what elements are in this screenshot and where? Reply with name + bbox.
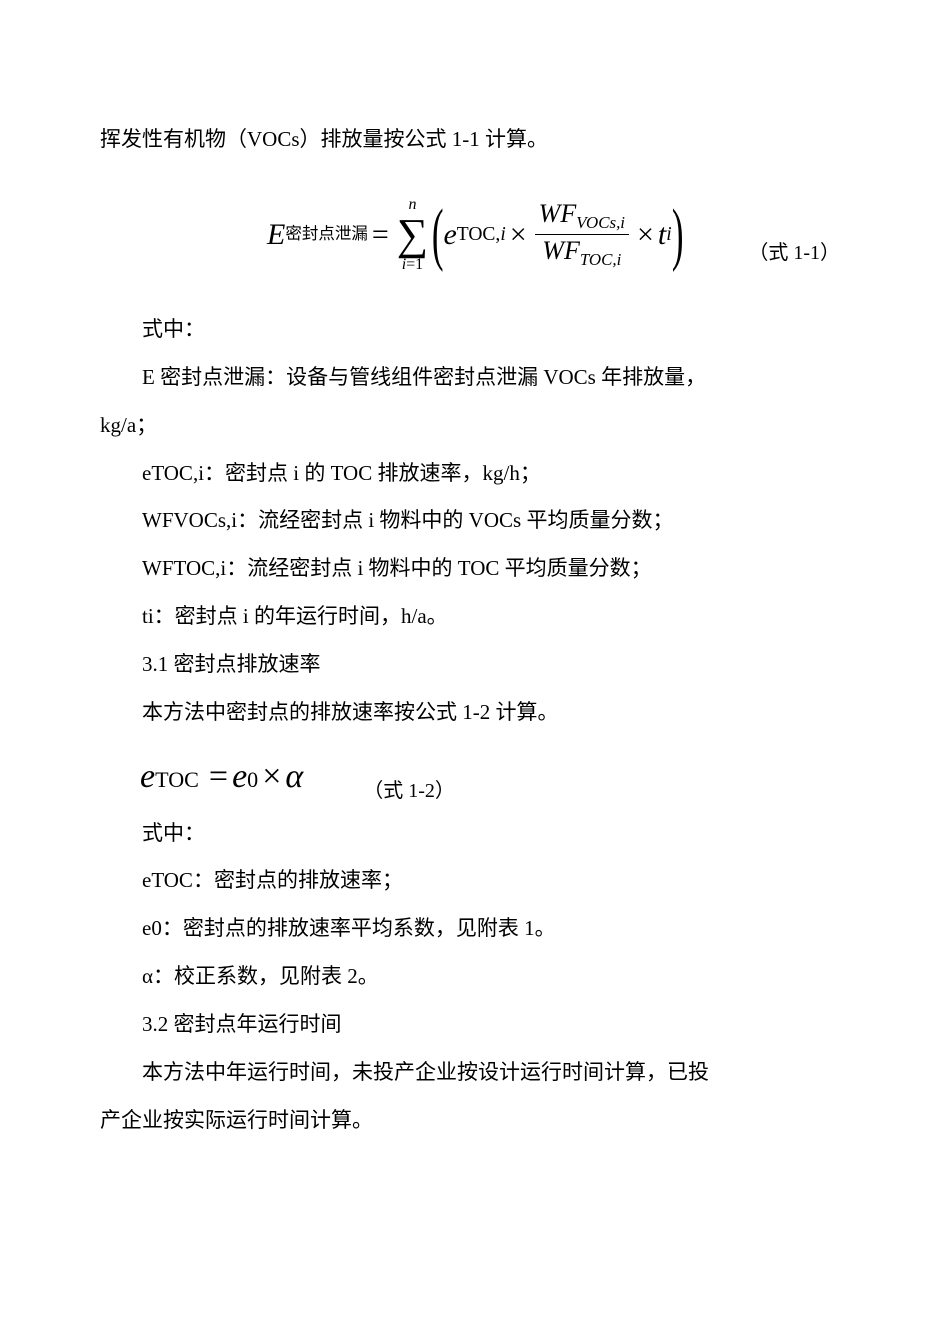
where-label: 式中： — [100, 310, 850, 350]
fraction-WF: WFVOCs,i WFTOC,i — [535, 198, 629, 273]
var-e0: e — [232, 745, 247, 810]
def-eTOC2: eTOC：密封点的排放速率； — [100, 861, 850, 901]
right-paren: ) — [672, 203, 684, 266]
var-e: e — [443, 206, 456, 263]
times-1: × — [510, 206, 527, 263]
def-E: E 密封点泄漏：设备与管线组件密封点泄漏 VOCs 年排放量， — [100, 358, 850, 398]
frac-denominator: WFTOC,i — [538, 235, 625, 272]
formula-1-1-label: （式 1-1） — [748, 234, 840, 272]
sub-TOCi: TOC,i — [457, 216, 506, 253]
var-e2: e — [140, 745, 155, 810]
sub-TOC2: TOC — [155, 759, 199, 801]
def-E-cont: kg/a； — [100, 406, 850, 446]
times-3: × — [262, 745, 281, 810]
section-3-1-text: 本方法中密封点的排放速率按公式 1-2 计算。 — [100, 693, 850, 733]
where-label-2: 式中： — [100, 814, 850, 854]
formula-1-2-label: （式 1-2） — [363, 772, 455, 810]
sigma-bottom: i=1 — [402, 257, 423, 273]
times-2: × — [637, 206, 654, 263]
section-3-2-text-2: 产企业按实际运行时间计算。 — [100, 1101, 850, 1141]
var-E: E — [267, 206, 285, 263]
equals: = — [372, 206, 389, 263]
left-paren: ( — [432, 203, 444, 266]
var-alpha: α — [285, 745, 303, 810]
section-3-2-text-1: 本方法中年运行时间，未投产企业按设计运行时间计算，已投 — [100, 1053, 850, 1093]
formula-1-2: e TOC = e 0 × α （式 1-2） — [140, 745, 850, 810]
frac-numerator: WFVOCs,i — [535, 198, 629, 235]
formula-1-1: E 密封点泄漏 = n ∑ i=1 ( e TOC,i × WFVOCs,i W… — [100, 190, 850, 280]
sigma-symbol: ∑ — [397, 215, 428, 255]
var-t: t — [658, 206, 666, 263]
intro-paragraph: 挥发性有机物（VOCs）排放量按公式 1-1 计算。 — [100, 120, 850, 160]
def-ti: ti：密封点 i 的年运行时间，h/a。 — [100, 597, 850, 637]
equals-2: = — [209, 745, 228, 810]
section-3-1-title: 3.1 密封点排放速率 — [100, 645, 850, 685]
def-eTOCi: eTOC,i：密封点 i 的 TOC 排放速率，kg/h； — [100, 454, 850, 494]
def-WFVOCs: WFVOCs,i：流经密封点 i 物料中的 VOCs 平均质量分数； — [100, 501, 850, 541]
sigma: n ∑ i=1 — [397, 197, 428, 273]
def-WFTOC: WFTOC,i：流经密封点 i 物料中的 TOC 平均质量分数； — [100, 549, 850, 589]
section-3-2-title: 3.2 密封点年运行时间 — [100, 1005, 850, 1045]
def-e0: e0：密封点的排放速率平均系数，见附表 1。 — [100, 909, 850, 949]
def-alpha: α：校正系数，见附表 2。 — [100, 957, 850, 997]
sub-0: 0 — [247, 759, 258, 801]
sub-sealleak: 密封点泄漏 — [285, 219, 368, 250]
